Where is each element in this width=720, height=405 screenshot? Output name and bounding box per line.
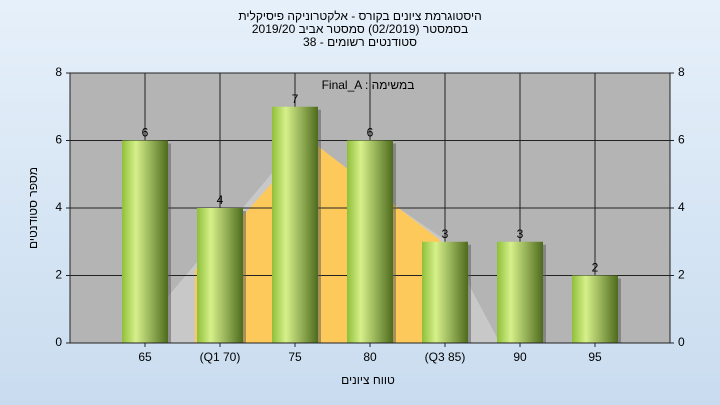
y2-tick-label: 8 bbox=[678, 65, 685, 79]
y-tick-label: 0 bbox=[55, 335, 62, 349]
bar bbox=[422, 241, 468, 343]
plot-frame bbox=[69, 72, 671, 344]
bar bbox=[347, 140, 393, 343]
y2-tick-label: 4 bbox=[678, 200, 685, 214]
annotation: Final_A : במשימה bbox=[322, 78, 415, 92]
bar bbox=[572, 275, 618, 343]
x-tick-label: 75 bbox=[288, 350, 302, 364]
y-tick-label: 2 bbox=[55, 268, 62, 282]
x-tick-label: 90 bbox=[513, 350, 527, 364]
bar bbox=[122, 140, 168, 343]
value-label: 7 bbox=[292, 92, 299, 106]
chart-title: היסטוגרמת ציונים בקורס - אלקטרוניקה פיסי… bbox=[238, 9, 481, 23]
x-tick-label: (Q3 85) bbox=[425, 350, 466, 364]
chart-subtitle: בסמסטר (02/2019) סמסטר אביב 2019/20 bbox=[252, 22, 468, 36]
value-label: 6 bbox=[367, 126, 374, 140]
value-label: 2 bbox=[592, 261, 599, 275]
bar bbox=[272, 106, 318, 343]
y2-tick-label: 0 bbox=[678, 335, 685, 349]
y-tick-label: 4 bbox=[55, 200, 62, 214]
x-tick-label: 80 bbox=[363, 350, 377, 364]
x-tick-label: 95 bbox=[588, 350, 602, 364]
value-label: 6 bbox=[142, 126, 149, 140]
y-tick-label: 8 bbox=[55, 65, 62, 79]
chart-subtitle: סטודנטים רשומים - 38 bbox=[303, 35, 417, 49]
bar bbox=[497, 241, 543, 343]
x-tick-label: (Q1 70) bbox=[200, 350, 241, 364]
y2-tick-label: 6 bbox=[678, 133, 685, 147]
value-label: 4 bbox=[217, 193, 224, 207]
y-axis-label: מספר סטודנטים bbox=[26, 167, 40, 249]
x-tick-label: 65 bbox=[138, 350, 152, 364]
y-tick-label: 6 bbox=[55, 133, 62, 147]
value-label: 3 bbox=[442, 227, 449, 241]
x-axis-label: טווח ציונים bbox=[341, 373, 395, 387]
bar bbox=[197, 208, 243, 343]
value-label: 3 bbox=[517, 227, 524, 241]
y2-tick-label: 2 bbox=[678, 268, 685, 282]
